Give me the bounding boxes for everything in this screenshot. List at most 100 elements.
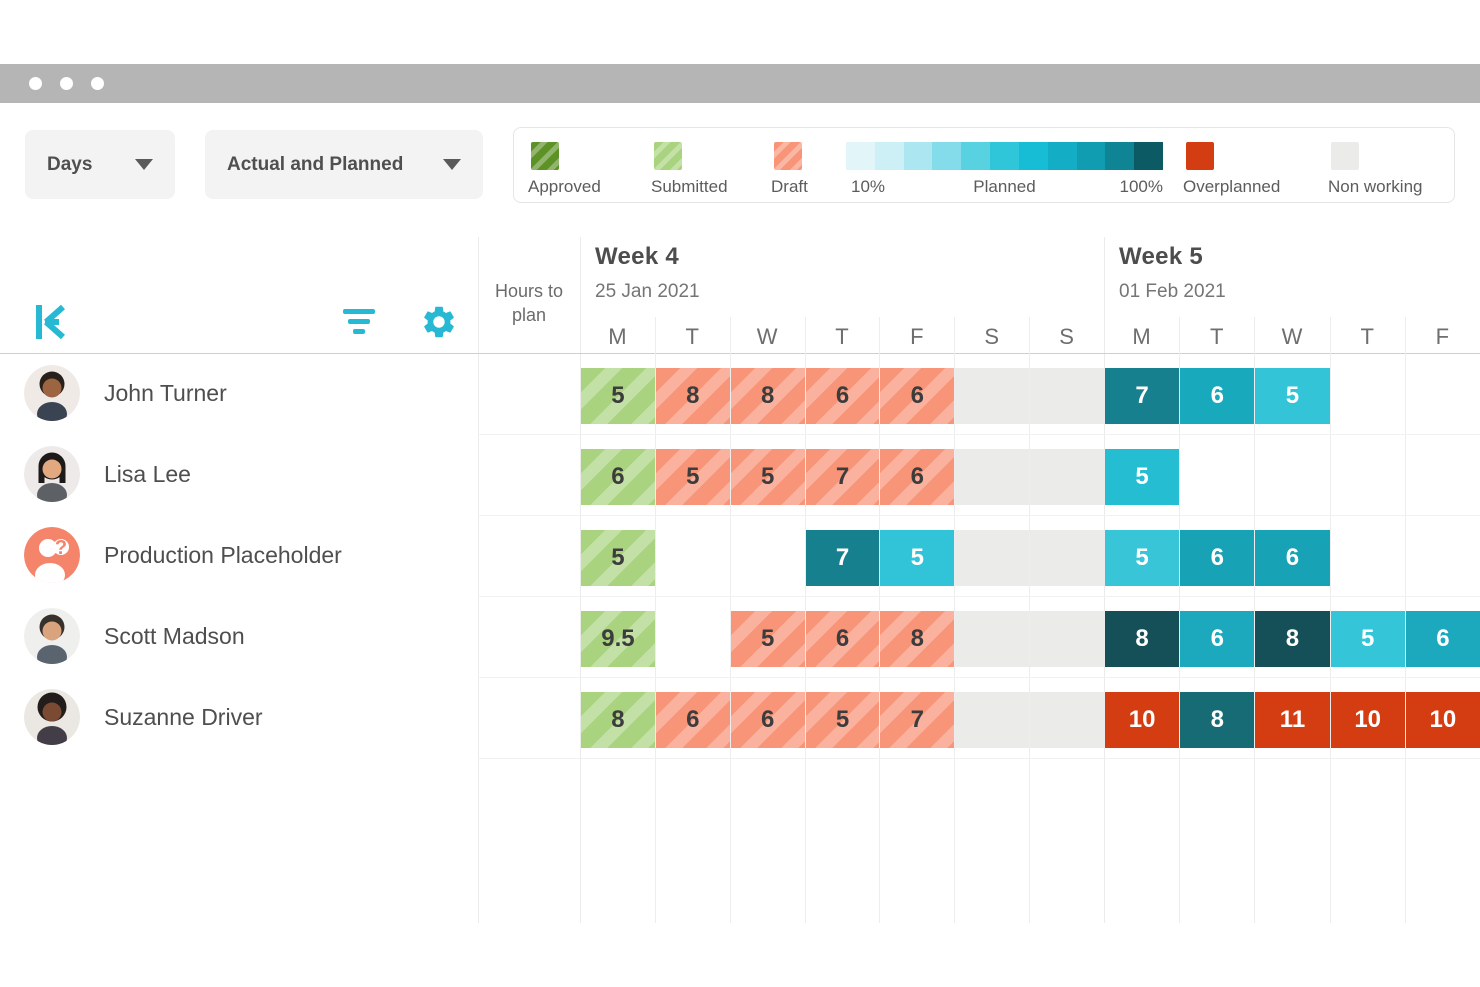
schedule-cell[interactable] [1030,611,1104,667]
week-divider [1104,237,1105,923]
schedule-cell[interactable] [955,692,1030,748]
app-logo-icon [36,304,65,340]
schedule-cell[interactable] [1030,368,1104,424]
schedule-cell[interactable] [955,530,1030,586]
column-gridline [954,317,956,923]
schedule-cell[interactable]: 11 [1255,692,1330,748]
scale-label-100: 100% [1119,177,1163,196]
hours-to-plan-label: Hours to plan [494,281,564,325]
schedule-cell[interactable]: 10 [1405,692,1480,748]
schedule-cell[interactable]: 6 [1405,611,1480,667]
day-header: F [910,324,924,349]
row-divider [478,434,1480,435]
day-header: M [1132,324,1151,349]
schedule-cell[interactable] [1030,530,1104,586]
schedule-cell[interactable]: 5 [880,530,955,586]
row-divider [478,596,1480,597]
day-header: T [835,324,849,349]
legend-swatch-draft [774,142,802,170]
week5-title: Week 5 [1119,243,1204,270]
schedule-cell[interactable] [1030,449,1104,505]
chevron-down-icon [135,159,153,170]
schedule-cell[interactable]: 9.5 [581,611,655,667]
schedule-cell[interactable]: 6 [880,449,955,505]
schedule-cell[interactable] [1030,692,1104,748]
column-gridline [1329,317,1331,923]
day-header: T [1210,324,1224,349]
schedule-cell[interactable]: 6 [1180,368,1255,424]
schedule-cell[interactable]: 5 [581,530,655,586]
view-dropdown-value: Days [47,153,93,175]
planned-scale-segment [1134,142,1163,170]
planned-scale-segment [903,142,933,170]
schedule-cell[interactable]: 5 [1105,530,1180,586]
planned-scale-segment [1018,142,1048,170]
svg-text:?: ? [55,537,67,559]
avatar [24,446,80,502]
schedule-cell[interactable]: 8 [880,611,955,667]
schedule-cell[interactable]: 8 [655,368,730,424]
schedule-cell[interactable]: 8 [730,368,805,424]
planned-scale-segment [1047,142,1077,170]
row-divider [478,758,1480,759]
schedule-cell[interactable]: 5 [730,449,805,505]
schedule-cell[interactable]: 7 [805,449,880,505]
window-dot [60,77,73,90]
schedule-cell[interactable]: 6 [1180,530,1255,586]
window-dot [91,77,104,90]
column-gridline [729,317,731,923]
schedule-cell[interactable]: 6 [730,692,805,748]
scale-label-planned: Planned [973,177,1036,196]
schedule-cell[interactable]: 7 [880,692,955,748]
legend-swatch-submitted [654,142,682,170]
schedule-cell[interactable]: 6 [655,692,730,748]
schedule-cell[interactable]: 8 [1180,692,1255,748]
resource-name: John Turner [104,380,227,406]
day-header: S [984,324,1000,349]
gear-icon[interactable] [420,303,458,341]
resource-name: Suzanne Driver [104,704,263,730]
column-gridline [1179,317,1181,923]
avatar: ? [24,527,80,583]
schedule-cell[interactable]: 6 [880,368,955,424]
schedule-cell[interactable]: 7 [805,530,880,586]
schedule-cell[interactable]: 5 [1105,449,1180,505]
schedule-cell[interactable]: 8 [1255,611,1330,667]
window-dot [29,77,42,90]
planned-scale-segment [961,142,991,170]
schedule-cell[interactable]: 7 [1105,368,1180,424]
resource-name: Lisa Lee [104,461,191,487]
schedule-cell[interactable]: 5 [730,611,805,667]
mode-dropdown[interactable]: Actual and Planned [205,130,483,199]
schedule-cell[interactable]: 5 [1255,368,1330,424]
schedule-cell[interactable]: 6 [1180,611,1255,667]
schedule-cell[interactable]: 5 [581,368,655,424]
schedule-cell[interactable]: 6 [805,611,880,667]
schedule-cell[interactable] [955,368,1030,424]
filter-icon[interactable] [343,309,375,334]
legend-label-nonworking: Non working [1328,177,1423,196]
schedule-cell[interactable]: 6 [1255,530,1330,586]
view-dropdown[interactable]: Days [25,130,175,199]
legend: 10% Planned 100% Approved Submitted Draft O… [513,127,1455,203]
schedule-cell[interactable]: 8 [581,692,655,748]
schedule-cell[interactable]: 6 [581,449,655,505]
planned-scale-segment [1076,142,1106,170]
planned-scale-segment [846,142,875,170]
sidebar-divider [478,237,479,923]
schedule-cell[interactable] [955,449,1030,505]
schedule-cell[interactable] [955,611,1030,667]
schedule-cell[interactable]: 6 [805,368,880,424]
schedule-cell[interactable]: 10 [1105,692,1180,748]
column-gridline [1404,317,1406,923]
schedule-cell[interactable]: 5 [655,449,730,505]
schedule-cell[interactable]: 10 [1330,692,1405,748]
scale-label-10: 10% [851,177,886,196]
schedule-cell[interactable]: 8 [1105,611,1180,667]
row-divider [478,515,1480,516]
day-header: S [1059,324,1074,349]
header-divider [0,353,1480,354]
schedule-cell[interactable]: 5 [1330,611,1405,667]
schedule-cell[interactable]: 5 [805,692,880,748]
column-gridline [804,317,806,923]
